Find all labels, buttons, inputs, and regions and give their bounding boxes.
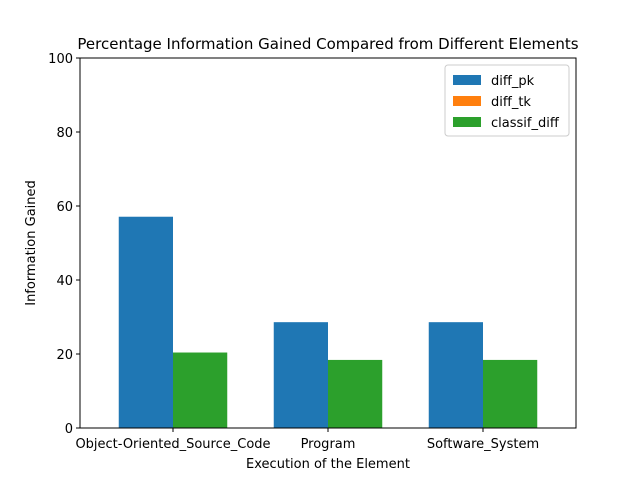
- x-tick-label: Object-Oriented_Source_Code: [75, 437, 270, 452]
- legend-label-diff_pk: diff_pk: [491, 74, 535, 89]
- legend: diff_pk diff_tk classif_diff: [444, 64, 570, 137]
- y-tick-label: 80: [56, 126, 73, 141]
- y-tick-label: 60: [56, 200, 73, 215]
- y-axis-label: Information Gained: [24, 180, 39, 306]
- x-tick-label: Program: [301, 437, 356, 452]
- y-tick-label: 0: [65, 422, 73, 437]
- bar-diff_pk-2: [428, 322, 483, 428]
- x-axis: Object-Oriented_Source_Code Program Softwa…: [75, 428, 539, 452]
- legend-label-diff_tk: diff_tk: [491, 95, 531, 110]
- y-axis: 0 20 40 60 80 100: [48, 52, 80, 437]
- legend-swatch-classif_diff: [453, 117, 481, 127]
- y-tick-label: 100: [48, 52, 73, 67]
- legend-swatch-diff_pk: [453, 75, 481, 85]
- x-axis-label: Execution of the Element: [246, 457, 410, 472]
- bar-classif_diff-1: [328, 359, 383, 428]
- y-tick-label: 20: [56, 348, 73, 363]
- bar-diff_pk-1: [273, 322, 328, 428]
- x-tick-label: Software_System: [427, 437, 539, 452]
- bar-classif_diff-2: [483, 359, 538, 428]
- y-tick-label: 40: [56, 274, 73, 289]
- legend-label-classif_diff: classif_diff: [491, 116, 560, 131]
- legend-swatch-diff_tk: [453, 96, 481, 106]
- bar-diff_pk-0: [118, 216, 173, 428]
- bar-classif_diff-0: [173, 352, 228, 428]
- bars-group: [118, 216, 538, 428]
- chart-title: Percentage Information Gained Compared f…: [77, 35, 578, 53]
